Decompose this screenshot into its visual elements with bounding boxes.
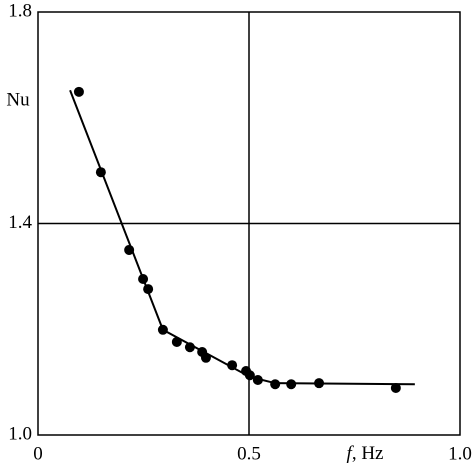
data-point bbox=[390, 382, 401, 393]
x-tick-label: 1.0 bbox=[448, 443, 472, 464]
fit-line bbox=[69, 89, 415, 386]
x-axis-label: f, Hz bbox=[347, 443, 384, 464]
x-tick-label: 0.5 bbox=[237, 443, 261, 464]
y-tick-label: 1.4 bbox=[8, 212, 32, 233]
y-tick-label: 1.8 bbox=[8, 0, 32, 21]
data-point bbox=[270, 379, 281, 390]
y-axis-label: Nu bbox=[6, 89, 30, 110]
y-tick-label: 1.0 bbox=[8, 423, 32, 444]
data-point bbox=[73, 86, 84, 97]
x-tick-label: 0 bbox=[33, 443, 43, 464]
